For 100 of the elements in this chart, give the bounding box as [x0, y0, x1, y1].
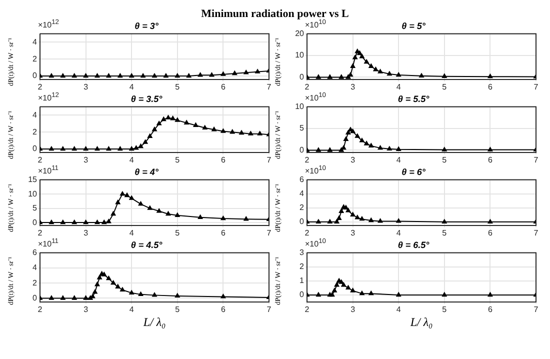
point — [124, 192, 130, 198]
point — [138, 292, 144, 296]
point — [129, 146, 134, 151]
point — [357, 50, 362, 55]
point — [49, 220, 54, 224]
point — [396, 146, 402, 151]
y-tick-label: 15 — [28, 175, 38, 184]
point — [257, 131, 262, 136]
point — [327, 148, 332, 152]
text: ×10$^{10}$ — [305, 19, 326, 30]
point — [134, 145, 139, 150]
point — [316, 74, 321, 79]
y-tick-label: 1 — [300, 276, 305, 286]
point — [344, 205, 348, 210]
x-tick-label: 5 — [175, 228, 180, 238]
point — [49, 146, 54, 151]
point — [442, 74, 447, 78]
y-tick-label: 10 — [295, 50, 305, 60]
y-tick-label: 0 — [300, 72, 305, 82]
point — [110, 280, 116, 285]
x-tick-label: 7 — [266, 305, 272, 314]
point — [488, 219, 493, 224]
x-tick-label: 6 — [488, 228, 493, 238]
point — [346, 74, 351, 79]
point — [316, 292, 321, 297]
point — [346, 130, 351, 134]
point — [338, 208, 344, 213]
y-tick-label: 0 — [32, 293, 38, 302]
x-tick-label: 3 — [350, 228, 356, 238]
point — [244, 216, 249, 221]
point — [368, 143, 374, 148]
point — [166, 115, 171, 120]
point — [92, 289, 98, 294]
y-tick-label: 4 — [32, 110, 38, 120]
y-tick-label: 0 — [300, 217, 305, 226]
x-tick-label: 5 — [442, 155, 448, 164]
y-tick-label: 3 — [300, 248, 305, 258]
x-tick-label: 3 — [84, 155, 89, 164]
point — [220, 294, 226, 298]
x-tick-label: 6 — [220, 228, 226, 238]
x-tick-label: 5 — [175, 82, 180, 92]
x-tick-label: 7 — [534, 228, 539, 238]
y-tick-label: 10 — [295, 102, 305, 112]
point — [378, 145, 383, 150]
x-tick-label: 7 — [534, 82, 539, 92]
x-tick-label: 5 — [175, 155, 180, 164]
point — [83, 220, 88, 224]
y-tick-label: 20 — [295, 29, 305, 38]
point — [202, 125, 208, 130]
point — [350, 128, 356, 134]
point — [354, 214, 360, 220]
point — [156, 120, 162, 126]
x-tick-label: 3 — [350, 305, 356, 314]
x-axis-title: L/ λ₀ — [142, 314, 166, 329]
point — [327, 74, 332, 79]
y-tick-label: 0 — [32, 71, 38, 80]
x-tick-label: 4 — [129, 228, 134, 238]
point — [316, 148, 321, 152]
point — [354, 134, 360, 138]
point — [488, 147, 493, 152]
text: ×10$^{10}$ — [305, 238, 326, 249]
point — [373, 66, 378, 72]
point — [396, 292, 402, 297]
x-tick-label: 3 — [350, 82, 356, 92]
text: ×10$^{10}$ — [305, 92, 326, 103]
y-tick-label: 2 — [32, 127, 38, 136]
x-tick-label: 6 — [488, 82, 493, 92]
point — [360, 138, 364, 142]
x-tick-label: 6 — [220, 155, 226, 164]
point — [419, 73, 424, 78]
point — [174, 118, 180, 122]
point — [152, 126, 157, 132]
x-tick-label: 3 — [84, 305, 89, 314]
point — [341, 145, 346, 150]
point — [220, 128, 226, 133]
point — [368, 64, 374, 68]
point — [129, 196, 134, 200]
x-tick-label: 3 — [350, 155, 356, 164]
text: ×10$^{12}$ — [38, 92, 59, 103]
point — [316, 219, 321, 224]
point — [152, 292, 157, 297]
text: ×10$^{12}$ — [38, 19, 59, 30]
point — [364, 141, 369, 146]
point — [332, 288, 337, 292]
y-tick-label: 4 — [300, 189, 305, 198]
y-tick-label: 4 — [32, 37, 38, 46]
x-tick-label: 4 — [396, 155, 402, 164]
point — [72, 296, 77, 300]
point — [120, 287, 125, 292]
point — [350, 64, 356, 68]
x-tick-label: 6 — [488, 155, 493, 164]
y-tick-label: 5 — [32, 204, 38, 213]
point — [106, 276, 112, 280]
point — [396, 72, 402, 77]
point — [174, 293, 180, 298]
point — [72, 146, 77, 151]
y-tick-label: 5 — [300, 124, 305, 133]
text: ×10$^{10}$ — [305, 165, 326, 176]
y-tick-label: 2 — [32, 278, 38, 288]
point — [330, 292, 335, 297]
